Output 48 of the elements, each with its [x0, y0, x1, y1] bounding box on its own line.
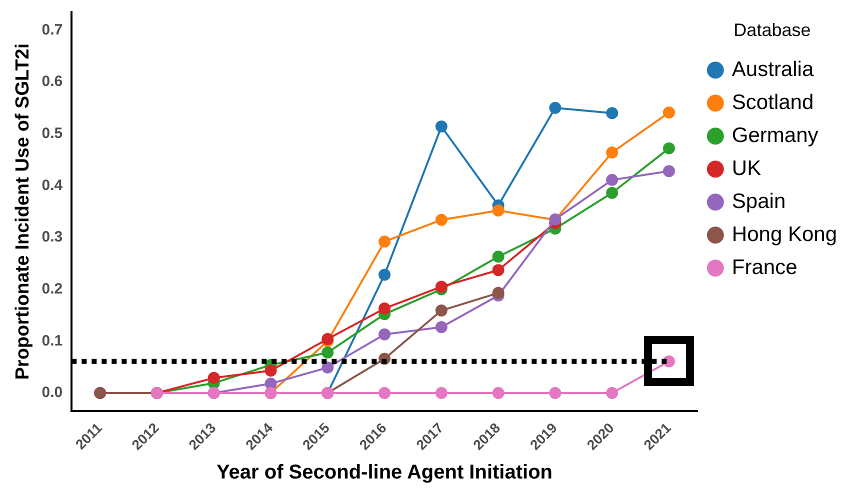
point [435, 214, 448, 226]
point [378, 386, 391, 399]
point [549, 102, 562, 114]
point [435, 120, 448, 133]
point [435, 386, 448, 399]
point [435, 321, 448, 334]
point [492, 286, 504, 299]
legend-label: Australia [732, 58, 814, 81]
point [662, 142, 675, 154]
y-tick-label: 0.7 [42, 21, 63, 38]
legend-label: UK [732, 156, 762, 180]
point [662, 165, 675, 178]
point [606, 174, 618, 186]
point [662, 106, 675, 119]
y-tick-label: 0.5 [42, 124, 63, 142]
point [606, 386, 618, 399]
point [492, 204, 504, 217]
point [549, 386, 562, 399]
point [378, 268, 391, 281]
point [492, 264, 504, 276]
point [492, 250, 504, 263]
legend-label: Spain [732, 190, 786, 213]
point [378, 236, 391, 248]
legend-label: France [732, 256, 798, 279]
x-axis-title: Year of Second-line Agent Initiation [216, 462, 553, 484]
point [492, 386, 504, 399]
y-tick-label: 0.4 [42, 176, 64, 194]
legend-label: Scotland [732, 90, 814, 114]
y-tick-label: 0.3 [42, 228, 63, 246]
point [322, 362, 334, 374]
y-axis-title: Proportionate Incident Use of SGLT2i [12, 43, 34, 380]
legend-label: Hong Kong [732, 222, 838, 246]
point [435, 280, 448, 293]
point [264, 364, 277, 377]
legend-label: Germany [732, 124, 819, 147]
y-tick-label: 0.2 [42, 280, 63, 298]
point [208, 372, 220, 384]
point [322, 346, 334, 359]
point [606, 186, 618, 199]
y-tick-label: 0.6 [42, 73, 63, 90]
point [378, 302, 391, 314]
point [606, 146, 618, 158]
legend-title: Database [734, 20, 811, 40]
point [378, 328, 391, 340]
y-tick-label: 0.1 [42, 332, 63, 350]
point [606, 107, 618, 120]
point [435, 304, 448, 317]
y-tick-label: 0.0 [42, 384, 63, 402]
